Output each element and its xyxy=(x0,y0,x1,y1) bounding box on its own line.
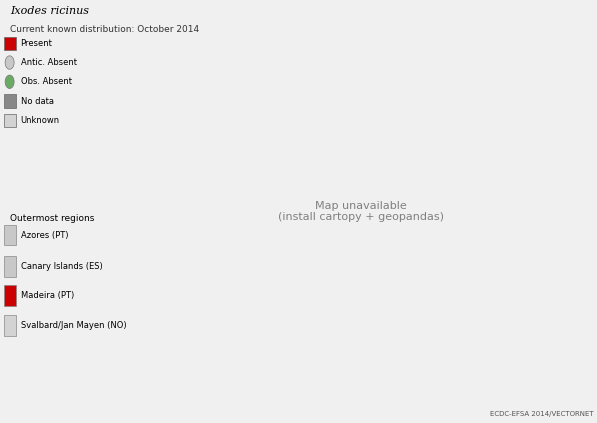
Text: Antic. Absent: Antic. Absent xyxy=(20,58,76,67)
FancyBboxPatch shape xyxy=(5,94,16,108)
Text: Canary Islands (ES): Canary Islands (ES) xyxy=(20,262,102,271)
FancyBboxPatch shape xyxy=(5,315,16,335)
Circle shape xyxy=(5,56,14,69)
FancyBboxPatch shape xyxy=(5,285,16,306)
FancyBboxPatch shape xyxy=(5,225,16,245)
FancyBboxPatch shape xyxy=(5,113,16,127)
Text: Madeira (PT): Madeira (PT) xyxy=(20,291,74,300)
Text: Azores (PT): Azores (PT) xyxy=(20,231,68,239)
Text: ECDC-EFSA 2014/VECTORNET: ECDC-EFSA 2014/VECTORNET xyxy=(490,411,594,417)
Text: Map unavailable
(install cartopy + geopandas): Map unavailable (install cartopy + geopa… xyxy=(278,201,444,222)
Text: Svalbard/Jan Mayen (NO): Svalbard/Jan Mayen (NO) xyxy=(20,321,126,330)
Text: No data: No data xyxy=(20,96,54,106)
Text: Unknown: Unknown xyxy=(20,116,60,125)
FancyBboxPatch shape xyxy=(5,36,16,50)
Text: Ixodes ricinus: Ixodes ricinus xyxy=(10,6,90,16)
Text: Obs. Absent: Obs. Absent xyxy=(20,77,72,86)
Text: Present: Present xyxy=(20,39,53,48)
FancyBboxPatch shape xyxy=(5,256,16,277)
Text: Current known distribution: October 2014: Current known distribution: October 2014 xyxy=(10,25,199,34)
Text: Outermost regions: Outermost regions xyxy=(10,214,95,223)
Circle shape xyxy=(5,75,14,88)
